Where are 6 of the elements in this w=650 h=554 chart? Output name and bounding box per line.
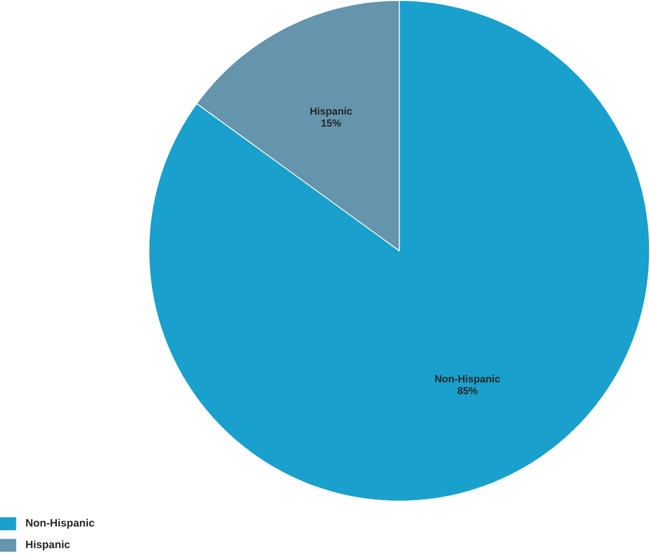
legend-label: Hispanic <box>26 540 70 550</box>
legend-label: Non-Hispanic <box>26 518 94 529</box>
data-label: 85% <box>458 387 478 394</box>
slice-label: Non-Hispanic <box>435 374 500 384</box>
slice-label: Hispanic <box>310 107 352 117</box>
data-label: 15% <box>321 119 341 127</box>
